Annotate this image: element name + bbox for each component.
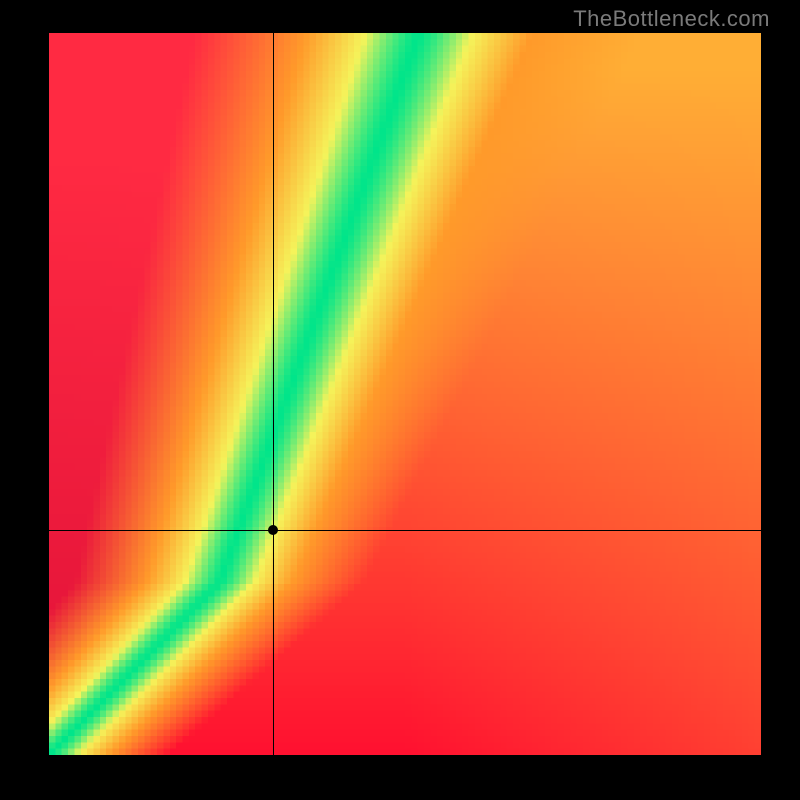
heatmap-canvas <box>49 33 761 755</box>
crosshair-marker <box>268 525 278 535</box>
crosshair-horizontal <box>49 530 761 531</box>
heatmap-plot-area <box>49 33 761 755</box>
watermark-text: TheBottleneck.com <box>573 6 770 32</box>
crosshair-vertical <box>273 33 274 755</box>
